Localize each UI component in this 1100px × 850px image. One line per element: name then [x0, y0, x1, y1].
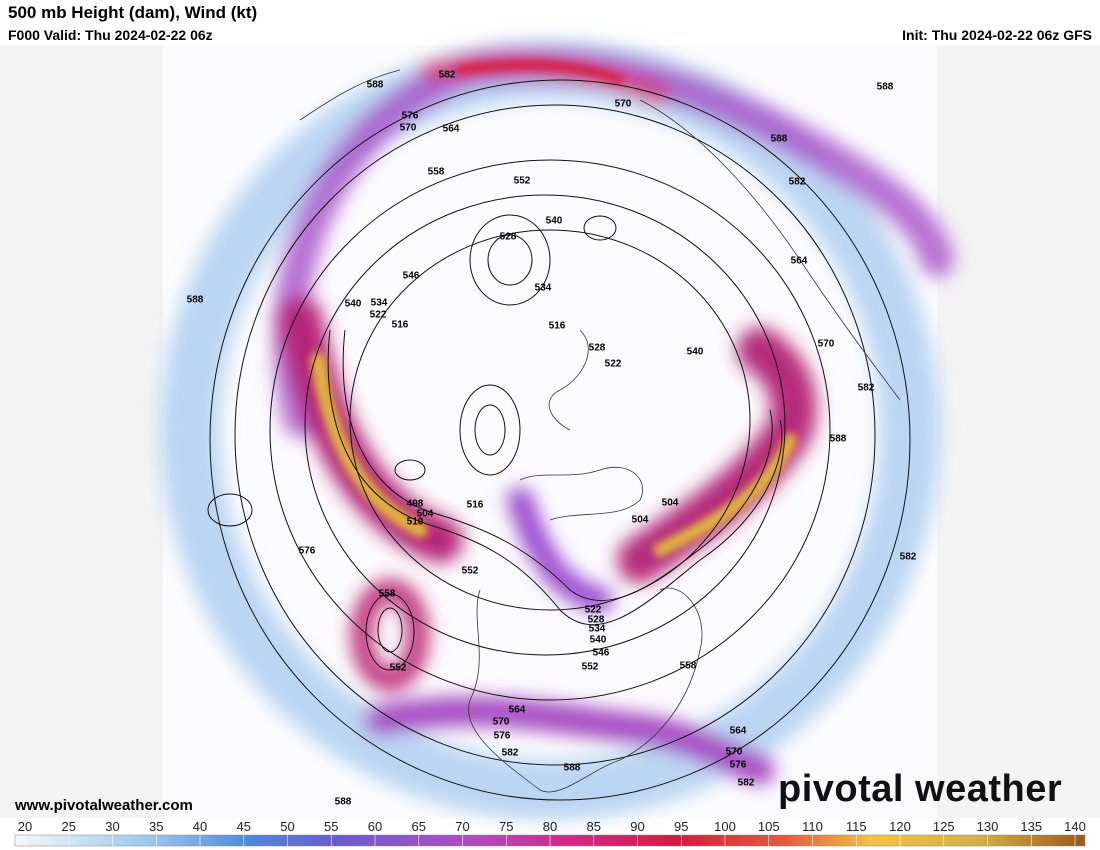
- contour-label: 570: [400, 123, 417, 134]
- contour-label: 528: [588, 615, 605, 626]
- contour-label: 588: [830, 434, 847, 445]
- colorbar-tick-label: 30: [105, 819, 119, 834]
- contour-label: 552: [514, 176, 531, 187]
- colorbar-tick-label: 55: [324, 819, 338, 834]
- contour-label: 540: [590, 635, 607, 646]
- colorbar-tick-label: 125: [933, 819, 955, 834]
- website: www.pivotalweather.com: [15, 797, 193, 814]
- colorbar-tick-label: 135: [1020, 819, 1042, 834]
- contour-label: 582: [789, 177, 806, 188]
- contour-label: 576: [402, 111, 419, 122]
- colorbar-tick-label: 60: [368, 819, 382, 834]
- contour-label: 528: [589, 343, 606, 354]
- contour-label: 588: [877, 82, 894, 93]
- colorbar-tick-label: 85: [587, 819, 601, 834]
- colorbar-tick-label: 75: [499, 819, 513, 834]
- contour-label: 564: [730, 726, 747, 737]
- contour-label: 534: [535, 283, 552, 294]
- contour-label: 570: [493, 717, 510, 728]
- valid-time: F000 Valid: Thu 2024-02-22 06z: [8, 27, 213, 43]
- colorbar-tick-label: 70: [455, 819, 469, 834]
- contour-label: 558: [680, 661, 697, 672]
- contour-label: 504: [632, 515, 649, 526]
- colorbar-tick-label: 90: [630, 819, 644, 834]
- colorbar-tick-label: 140: [1064, 819, 1086, 834]
- contour-label: 540: [546, 216, 563, 227]
- contour-label: 558: [379, 589, 396, 600]
- colorbar-tick-label: 120: [889, 819, 911, 834]
- contour-label: 552: [582, 662, 599, 673]
- contour-label: 570: [818, 339, 835, 350]
- contour-label: 570: [726, 747, 743, 758]
- contour-label: 564: [791, 256, 808, 267]
- contour-label: 588: [771, 134, 788, 145]
- contour-label: 540: [345, 299, 362, 310]
- colorbar-tick-label: 25: [62, 819, 76, 834]
- contour-label: 522: [370, 310, 387, 321]
- contour-label: 546: [593, 648, 610, 659]
- contour-label: 522: [605, 359, 622, 370]
- init-time: Init: Thu 2024-02-22 06z GFS: [902, 27, 1092, 43]
- jet-core: [310, 60, 797, 557]
- contour-label: 504: [417, 509, 434, 520]
- colorbar: 20 25 30 35 40 45 50 55 60 65 70 75 80 85 90 95 100 105 11…: [14, 819, 1086, 847]
- contour-label: 582: [738, 778, 755, 789]
- contour-label: 564: [509, 705, 526, 716]
- contour-label: 582: [900, 552, 917, 563]
- colorbar-tick-label: 65: [412, 819, 426, 834]
- colorbar-tick-label: 100: [714, 819, 736, 834]
- contour-label: 588: [564, 763, 581, 774]
- title: 500 mb Height (dam), Wind (kt): [8, 3, 258, 22]
- contour-label: 570: [615, 99, 632, 110]
- contour-label: 510: [407, 517, 424, 528]
- contour-label: 558: [428, 167, 445, 178]
- contour-label: 576: [299, 546, 316, 557]
- contour-label: 516: [549, 321, 566, 332]
- height-contours: [207, 79, 911, 801]
- contour-label: 576: [494, 731, 511, 742]
- colorbar-tick-label: 45: [237, 819, 251, 834]
- contour-label: 588: [367, 80, 384, 91]
- contour-label: 522: [585, 605, 602, 616]
- colorbar-tick-label: 95: [674, 819, 688, 834]
- colorbar-tick-label: 40: [193, 819, 207, 834]
- colorbar-tick-label: 35: [149, 819, 163, 834]
- contour-label: 498: [407, 499, 424, 510]
- colorbar-tick-label: 115: [846, 819, 867, 834]
- contour-label: 588: [187, 295, 204, 306]
- colorbar-tick-label: 130: [977, 819, 999, 834]
- contour-label: 564: [443, 124, 460, 135]
- contour-label: 534: [589, 624, 606, 635]
- contour-label: 516: [467, 500, 484, 511]
- contour-label: 552: [390, 663, 407, 674]
- colorbar-tick-label: 50: [280, 819, 294, 834]
- colorbar-tick-label: 80: [543, 819, 557, 834]
- contour-label: 582: [858, 383, 875, 394]
- colorbar-tick-label: 20: [18, 819, 32, 834]
- contour-label: 528: [500, 232, 517, 243]
- contour-label: 516: [392, 320, 409, 331]
- contour-label: 588: [335, 797, 352, 808]
- contour-label: 582: [439, 70, 456, 81]
- contour-label: 582: [502, 748, 519, 759]
- contour-label: 576: [730, 760, 747, 771]
- logo: pivotal weather: [778, 768, 1063, 810]
- contour-label: 552: [462, 566, 479, 577]
- contour-label: 546: [403, 271, 420, 282]
- coastlines: [299, 69, 901, 793]
- contour-label: 504: [662, 498, 679, 509]
- colorbar-tick-label: 110: [802, 819, 823, 834]
- contour-label: 534: [371, 298, 388, 309]
- colorbar-tick-label: 105: [758, 819, 780, 834]
- contour-label: 540: [687, 347, 704, 358]
